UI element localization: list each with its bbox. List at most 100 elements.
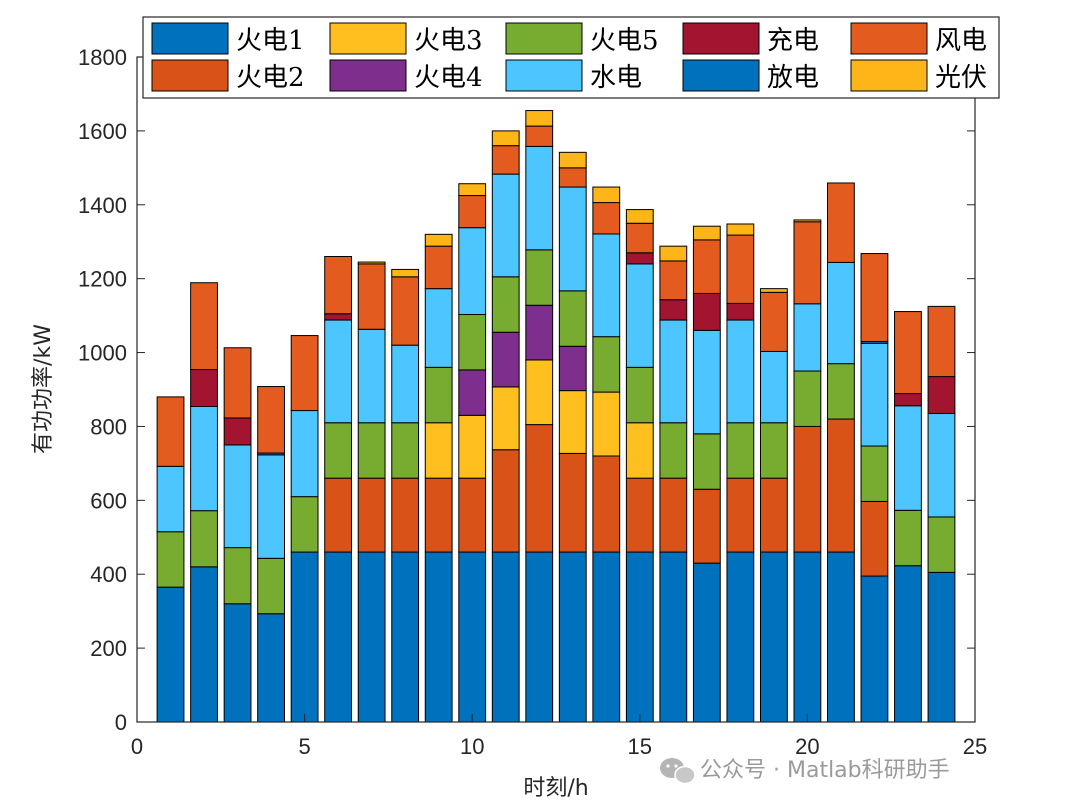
bar-segment-5-hour-6 [324, 319, 353, 424]
x-axis-label: 时刻/h [523, 776, 588, 801]
bar-segment-9-hour-15 [625, 209, 654, 224]
bar-segment-5-hour-15 [625, 263, 654, 368]
bar-segment-0-hour-20 [793, 551, 822, 723]
bar-segment-8-hour-19 [759, 291, 788, 352]
bar-segment-5-hour-16 [659, 319, 688, 424]
bar-segment-1-hour-22 [860, 500, 889, 577]
bar-segment-8-hour-22 [860, 253, 889, 342]
bar-segment-8-hour-11 [491, 145, 520, 175]
bar-segment-4-hour-2 [190, 510, 218, 568]
bar-segment-5-hour-23 [894, 405, 922, 511]
bar-segment-0-hour-3 [223, 603, 252, 723]
bar-segment-4-hour-23 [894, 509, 922, 567]
bar-segment-0-hour-4 [257, 613, 285, 723]
bar-segment-4-hour-7 [357, 422, 386, 479]
bar-segment-9-hour-10 [458, 183, 487, 197]
bar-segment-4-hour-6 [324, 422, 353, 479]
bar-segment-4-hour-9 [424, 366, 453, 424]
bar-segment-0-hour-1 [156, 586, 185, 723]
bar-segment-0-hour-19 [759, 551, 788, 723]
bar-segment-1-hour-17 [692, 488, 721, 564]
bar-segment-4-hour-15 [625, 366, 654, 424]
bar-segment-8-hour-24 [927, 305, 956, 378]
bar-segment-1-hour-13 [558, 452, 587, 553]
bar-segment-3-hour-10 [458, 369, 487, 416]
bar-segment-8-hour-10 [458, 195, 487, 229]
y-tick-label: 1200 [78, 267, 127, 292]
legend-swatch [151, 22, 229, 55]
bar-segment-8-hour-15 [625, 222, 654, 254]
bar-segment-4-hour-1 [156, 531, 185, 588]
legend-label: 火电4 [414, 63, 483, 93]
bar-segment-5-hour-8 [391, 344, 420, 424]
bar-segment-3-hour-11 [491, 331, 520, 388]
bar-segment-4-hour-16 [659, 422, 688, 479]
bar-segment-0-hour-12 [525, 551, 554, 723]
bar-segment-8-hour-5 [290, 335, 319, 412]
bar-segment-5-hour-5 [290, 410, 319, 498]
legend-label: 火电5 [590, 26, 659, 56]
bar-segment-4-hour-17 [692, 433, 721, 490]
bar-segment-4-hour-22 [860, 445, 889, 502]
bar-segment-0-hour-6 [324, 551, 353, 723]
bar-segment-0-hour-22 [860, 575, 889, 723]
y-tick-label: 1600 [78, 119, 127, 144]
legend-label: 放电 [767, 63, 819, 93]
bar-segment-9-hour-16 [659, 245, 688, 262]
bar-segment-7-hour-18 [726, 302, 755, 321]
bar-segment-0-hour-17 [692, 562, 721, 723]
bar-segment-4-hour-13 [558, 290, 587, 347]
bar-segment-7-hour-17 [692, 292, 721, 331]
bar-segment-8-hour-12 [525, 125, 554, 147]
bar-segment-5-hour-7 [357, 328, 386, 424]
bar-segment-4-hour-19 [759, 422, 788, 479]
y-tick-label: 600 [90, 488, 127, 513]
bar-segment-0-hour-14 [592, 551, 621, 723]
bar-segment-4-hour-4 [257, 557, 285, 615]
bar-segment-1-hour-14 [592, 455, 621, 553]
bar-segment-8-hour-2 [190, 282, 218, 371]
bar-segment-5-hour-22 [860, 342, 889, 447]
legend-swatch [329, 59, 407, 92]
bar-segment-0-hour-18 [726, 551, 755, 723]
bar-segment-1-hour-12 [525, 424, 554, 553]
bar-segment-0-hour-15 [625, 551, 654, 723]
bar-segment-9-hour-8 [391, 268, 420, 278]
bar-segment-1-hour-21 [827, 418, 855, 553]
bar-segment-8-hour-9 [424, 245, 453, 290]
bar-segment-7-hour-16 [659, 299, 688, 321]
legend-swatch [329, 22, 407, 55]
bar-segment-5-hour-10 [458, 227, 487, 316]
bar-segment-3-hour-13 [558, 345, 587, 392]
legend-label: 光伏 [935, 63, 987, 93]
bar-segment-7-hour-24 [927, 376, 956, 415]
bar-segment-1-hour-8 [391, 477, 420, 553]
bar-segment-8-hour-20 [793, 221, 822, 305]
bar-segment-9-hour-7 [357, 261, 386, 265]
bar-segment-2-hour-12 [525, 359, 554, 426]
bar-segment-1-hour-18 [726, 477, 755, 553]
bar-segment-4-hour-11 [491, 276, 520, 333]
bar-segment-4-hour-12 [525, 249, 554, 306]
bar-segment-4-hour-21 [827, 363, 855, 420]
bar-segment-2-hour-13 [558, 390, 587, 454]
legend-swatch [850, 22, 928, 55]
bar-segment-5-hour-20 [793, 303, 822, 372]
y-tick-label: 400 [90, 562, 127, 587]
bar-segment-5-hour-12 [525, 145, 554, 251]
bar-segment-8-hour-4 [257, 386, 285, 454]
bar-segment-5-hour-18 [726, 319, 755, 424]
bar-segment-0-hour-9 [424, 551, 453, 723]
legend-swatch [850, 59, 928, 92]
bar-segment-8-hour-8 [391, 276, 420, 346]
bar-segment-9-hour-14 [592, 186, 621, 204]
legend-label: 火电1 [236, 26, 305, 56]
bar-segment-0-hour-11 [491, 551, 520, 723]
bar-segment-8-hour-17 [692, 239, 721, 294]
bar-segment-5-hour-19 [759, 350, 788, 424]
bar-segment-5-hour-11 [491, 173, 520, 278]
x-tick-label: 15 [628, 734, 652, 759]
bar-segment-4-hour-18 [726, 422, 755, 479]
bar-segment-8-hour-1 [156, 396, 185, 467]
bar-segment-2-hour-9 [424, 422, 453, 479]
